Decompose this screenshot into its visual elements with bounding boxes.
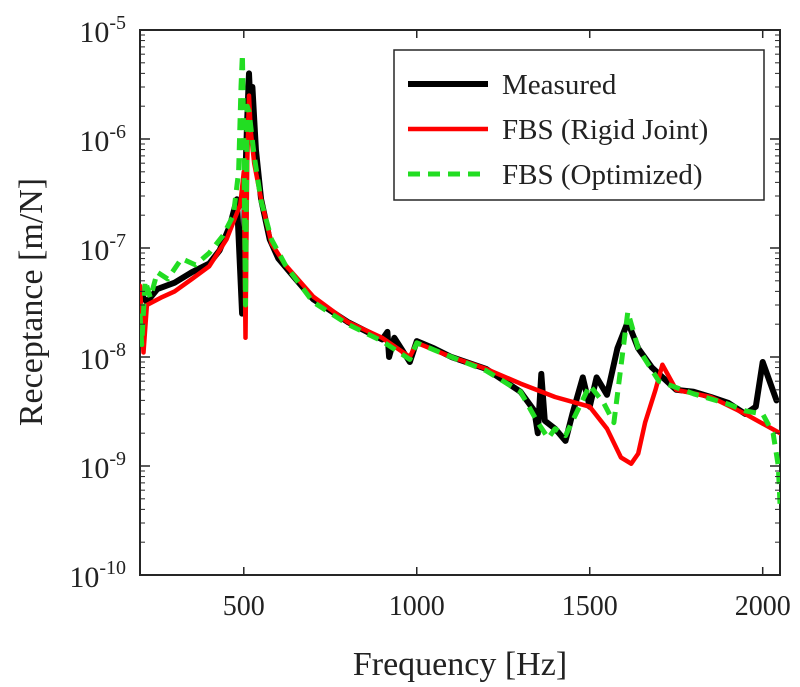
legend-label-3: FBS (Optimized): [502, 159, 703, 191]
legend: Measured FBS (Rigid Joint) FBS (Optimized): [393, 49, 765, 201]
series-line-2: [140, 93, 780, 466]
y-tick-label: 10-6: [79, 121, 126, 158]
y-tick-label: 10-8: [79, 339, 126, 376]
y-tick-label: 10-7: [79, 230, 126, 267]
series-layer: [140, 51, 780, 504]
series-line-3: [140, 51, 780, 504]
y-tick-label: 10-10: [69, 557, 126, 594]
x-tick-label: 1500: [562, 591, 618, 622]
ticks-layer: 500 1000 1500 2000 10-10 10-9 10-8 10-7 10-6 10-5: [69, 12, 790, 622]
x-axis-label: Frequency [Hz]: [353, 646, 567, 683]
y-axis-label: Receptance [m/N]: [13, 178, 50, 426]
x-tick-label: 1000: [389, 591, 445, 622]
legend-label-1: Measured: [502, 69, 617, 101]
y-tick-label: 10-9: [79, 448, 126, 485]
x-tick-label: 500: [223, 591, 265, 622]
x-tick-label: 2000: [735, 591, 791, 622]
legend-label-2: FBS (Rigid Joint): [502, 114, 708, 146]
y-tick-label: 10-5: [79, 12, 126, 49]
